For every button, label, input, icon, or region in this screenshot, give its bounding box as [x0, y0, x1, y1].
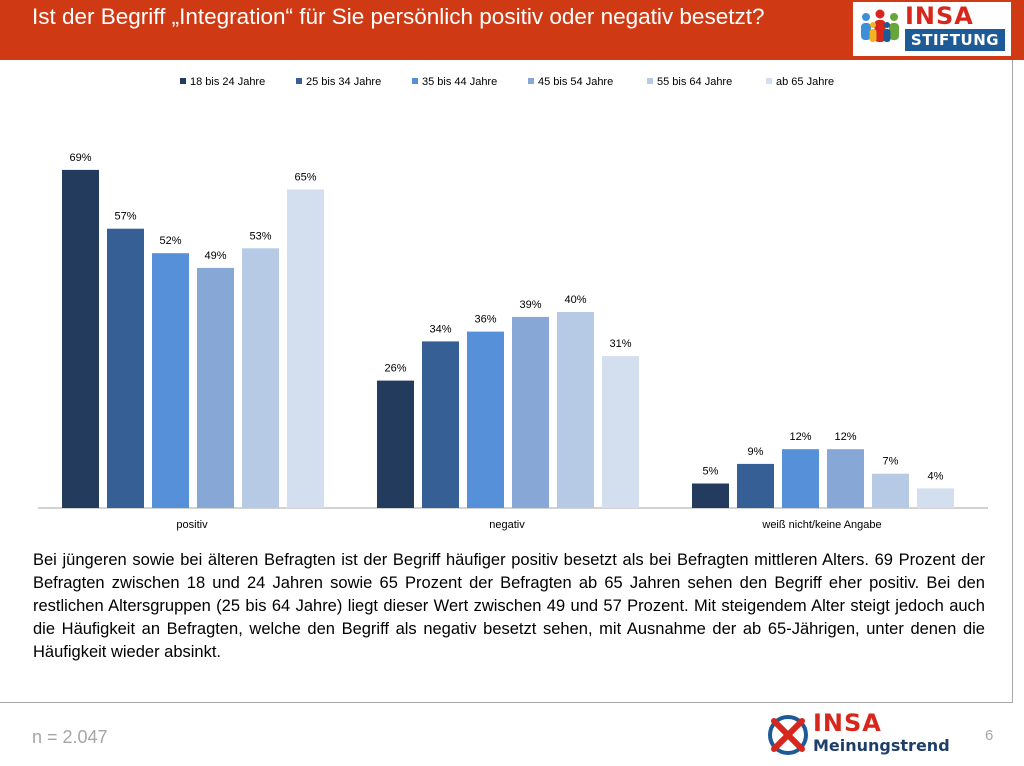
- legend-label: 55 bis 64 Jahre: [657, 76, 732, 88]
- data-label: 26%: [384, 363, 406, 375]
- data-label: 12%: [834, 431, 856, 443]
- logo-brand-text-bottom: INSA: [813, 709, 882, 737]
- bar: [917, 488, 954, 508]
- bar: [197, 267, 234, 508]
- bar: [512, 316, 549, 508]
- data-label: 5%: [703, 466, 719, 478]
- frame-line-right: [1012, 60, 1013, 702]
- data-label: 52%: [159, 235, 181, 247]
- bar: [242, 248, 279, 509]
- page-number: 6: [985, 727, 994, 744]
- title-bar: Ist der Begriff „Integration“ für Sie pe…: [0, 0, 1024, 60]
- people-icon: [861, 9, 899, 42]
- legend-label: ab 65 Jahre: [776, 76, 834, 88]
- x-circle-icon: [768, 715, 808, 755]
- logo-brand-text: INSA: [905, 2, 974, 30]
- page-title: Ist der Begriff „Integration“ für Sie pe…: [32, 4, 765, 29]
- data-label: 9%: [748, 446, 764, 458]
- legend-swatch: [766, 78, 772, 84]
- bar: [602, 356, 639, 508]
- data-label: 39%: [519, 299, 541, 311]
- data-label: 53%: [249, 230, 271, 242]
- legend-swatch: [528, 78, 534, 84]
- bar: [692, 483, 729, 508]
- data-label: 31%: [609, 338, 631, 350]
- bar: [872, 473, 909, 508]
- category-label: weiß nicht/keine Angabe: [761, 519, 881, 531]
- bar: [107, 228, 144, 508]
- bar: [377, 380, 414, 508]
- data-label: 34%: [429, 323, 451, 335]
- legend-swatch: [296, 78, 302, 84]
- data-label: 49%: [204, 250, 226, 262]
- data-label: 36%: [474, 314, 496, 326]
- data-label: 57%: [114, 211, 136, 223]
- bar: [152, 253, 189, 508]
- data-label: 12%: [789, 431, 811, 443]
- legend-swatch: [412, 78, 418, 84]
- data-label: 69%: [69, 152, 91, 164]
- bar: [827, 449, 864, 508]
- bar-chart: 18 bis 24 Jahre 25 bis 34 Jahre 35 bis 44 …: [38, 76, 988, 531]
- legend-label: 45 bis 54 Jahre: [538, 76, 613, 88]
- data-label: 65%: [294, 172, 316, 184]
- legend-swatch: [647, 78, 653, 84]
- category-label: positiv: [176, 519, 208, 531]
- bar: [467, 331, 504, 508]
- bar: [557, 312, 594, 508]
- insa-meinungstrend-logo: INSA Meinungstrend: [766, 709, 966, 759]
- data-label: 7%: [883, 456, 899, 468]
- insa-stiftung-logo: INSA STIFTUNG: [853, 2, 1011, 56]
- bar: [62, 169, 99, 508]
- legend-label: 18 bis 24 Jahre: [190, 76, 265, 88]
- bar: [287, 189, 324, 508]
- bar: [737, 463, 774, 508]
- legend-swatch: [180, 78, 186, 84]
- footer-divider: [0, 702, 1013, 703]
- description-text: Bei jüngeren sowie bei älteren Befragten…: [33, 551, 985, 661]
- logo-sub-text-bottom: Meinungstrend: [813, 736, 950, 755]
- data-label: 40%: [564, 294, 586, 306]
- legend-label: 25 bis 34 Jahre: [306, 76, 381, 88]
- legend-label: 35 bis 44 Jahre: [422, 76, 497, 88]
- logo-sub-text: STIFTUNG: [905, 29, 1005, 51]
- category-label: negativ: [489, 519, 525, 531]
- sample-size: n = 2.047: [32, 727, 108, 747]
- bar: [782, 449, 819, 508]
- bar: [422, 341, 459, 508]
- data-label: 4%: [928, 470, 944, 482]
